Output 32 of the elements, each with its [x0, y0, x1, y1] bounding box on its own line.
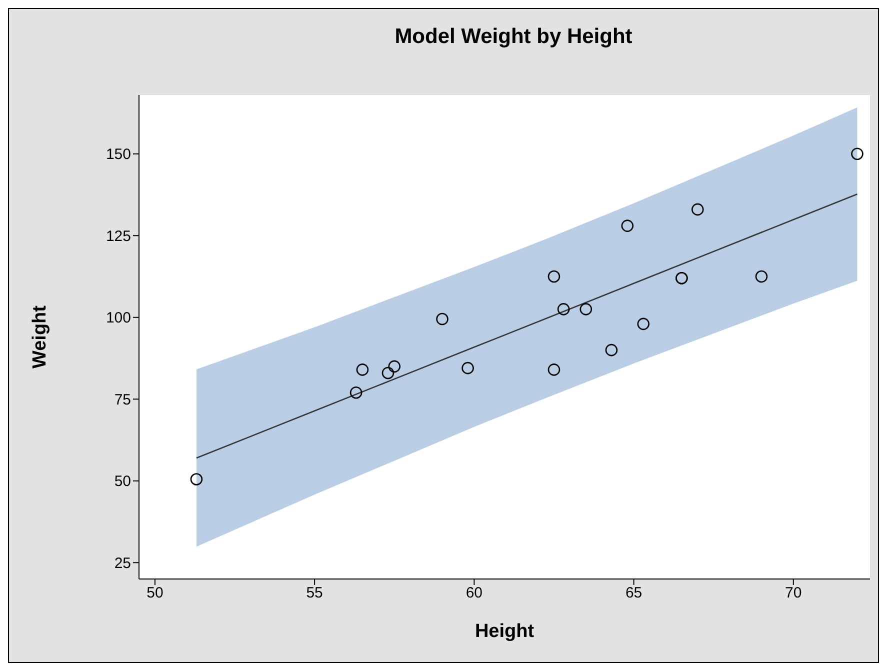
point — [851, 148, 864, 160]
x-tick-label: 65 — [625, 584, 642, 602]
y-tick-label: 25 — [114, 554, 131, 572]
point — [580, 303, 592, 316]
x-tick-label: 50 — [146, 584, 164, 602]
point — [356, 364, 369, 376]
x-tick-label: 60 — [466, 584, 483, 602]
line-series — [196, 193, 858, 459]
point — [605, 344, 618, 356]
y-tick-label: 125 — [106, 228, 131, 245]
y-tick-label: 150 — [106, 146, 131, 164]
point — [388, 360, 401, 373]
point — [436, 312, 448, 326]
x-tick-label: 55 — [306, 584, 323, 602]
point — [462, 362, 474, 374]
point — [637, 318, 650, 330]
y-axis-title: Weight — [30, 304, 51, 368]
point — [755, 270, 768, 283]
y-tick-label: 75 — [114, 391, 131, 408]
point — [691, 203, 704, 216]
point — [548, 270, 560, 283]
y-tick-label: 50 — [114, 473, 131, 490]
point — [548, 364, 560, 376]
point — [621, 220, 634, 232]
x-tick-label: 70 — [785, 584, 802, 602]
point — [350, 386, 362, 399]
point — [190, 473, 203, 486]
chart-title: Model Weight by Height — [394, 25, 634, 49]
x-axis-title: Height — [474, 621, 535, 642]
point — [382, 366, 394, 380]
y-tick-label: 100 — [106, 310, 131, 327]
point — [557, 303, 570, 316]
